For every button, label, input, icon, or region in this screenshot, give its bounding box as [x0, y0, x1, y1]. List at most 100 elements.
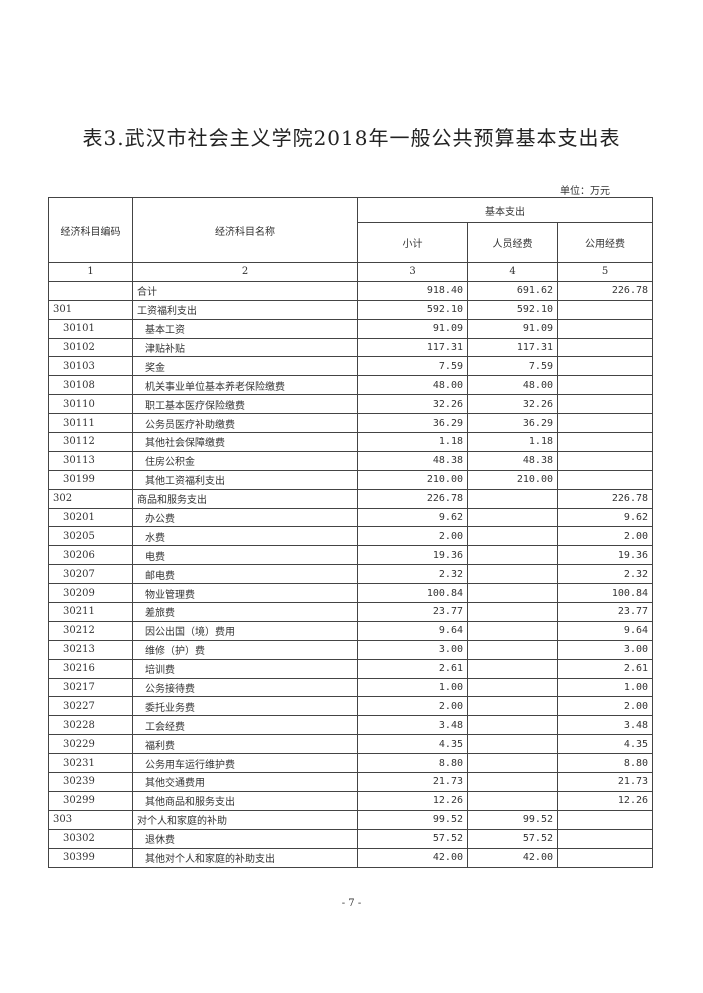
header-index: 5	[556, 262, 654, 282]
table-row: 301 工资福利支出 592.10 592.10	[48, 299, 654, 320]
cell-personnel	[467, 734, 558, 755]
header-basic: 基本支出	[356, 197, 654, 223]
cell-subtotal: 21.73	[357, 772, 468, 792]
cell-name: 公务用车运行维护费	[132, 753, 358, 774]
cell-code: 30212	[48, 620, 133, 641]
cell-public: 12.26	[556, 790, 654, 811]
cell-personnel	[467, 564, 558, 585]
cell-subtotal: 2.32	[357, 564, 468, 585]
cell-subtotal: 48.38	[357, 450, 468, 471]
table-row: 30206 电费 19.36 19.36	[48, 545, 654, 566]
header-name: 经济科目名称	[132, 197, 358, 263]
table-row: 30229 福利费 4.35 4.35	[48, 734, 654, 755]
total-row: 合计 918.40 691.62 226.78	[48, 280, 654, 301]
cell-name: 办公费	[132, 507, 358, 528]
cell-personnel: 99.52	[467, 809, 558, 830]
cell-public	[556, 413, 654, 434]
cell-public	[556, 828, 654, 849]
cell-personnel: 42.00	[467, 847, 558, 868]
cell-name: 工会经费	[132, 715, 358, 736]
cell-subtotal: 2.00	[357, 696, 468, 717]
cell-subtotal: 32.26	[357, 394, 468, 415]
cell-public	[556, 432, 654, 452]
cell-public: 4.35	[556, 734, 654, 755]
cell-personnel: 1.18	[467, 432, 558, 452]
cell-subtotal: 23.77	[357, 602, 468, 622]
header-code: 经济科目编码	[48, 197, 133, 263]
header-public: 公用经费	[556, 222, 654, 263]
cell-subtotal: 592.10	[357, 299, 468, 320]
cell-subtotal: 117.31	[357, 337, 468, 358]
cell-subtotal: 48.00	[357, 375, 468, 396]
cell-subtotal: 4.35	[357, 734, 468, 755]
cell-code: 30216	[48, 658, 133, 679]
cell-public	[556, 809, 654, 830]
cell-name: 退休费	[132, 828, 358, 849]
cell-personnel	[467, 753, 558, 774]
cell-public: 2.00	[556, 526, 654, 547]
cell-code: 30112	[48, 432, 133, 452]
cell-code: 30201	[48, 507, 133, 528]
header-index: 4	[467, 262, 558, 282]
cell-name: 委托业务费	[132, 696, 358, 717]
cell-personnel	[467, 583, 558, 604]
cell-personnel: 7.59	[467, 356, 558, 377]
cell-public	[556, 337, 654, 358]
cell-name: 邮电费	[132, 564, 358, 585]
cell-public: 19.36	[556, 545, 654, 566]
cell-public	[556, 847, 654, 868]
table-row: 30108 机关事业单位基本养老保险缴费 48.00 48.00	[48, 375, 654, 396]
cell-code: 30110	[48, 394, 133, 415]
total-public: 226.78	[556, 280, 654, 301]
cell-personnel	[467, 696, 558, 717]
cell-subtotal: 9.62	[357, 507, 468, 528]
table-row: 30216 培训费 2.61 2.61	[48, 658, 654, 679]
header-index: 1	[48, 262, 133, 282]
table-row: 30101 基本工资 91.09 91.09	[48, 318, 654, 339]
cell-public: 9.64	[556, 620, 654, 641]
cell-personnel	[467, 639, 558, 660]
cell-subtotal: 2.61	[357, 658, 468, 679]
cell-personnel	[467, 545, 558, 566]
cell-public: 2.00	[556, 696, 654, 717]
cell-name: 公务接待费	[132, 677, 358, 698]
table-row: 30211 差旅费 23.77 23.77	[48, 602, 654, 622]
cell-subtotal: 19.36	[357, 545, 468, 566]
total-subtotal: 918.40	[357, 280, 468, 301]
table-row: 303 对个人和家庭的补助 99.52 99.52	[48, 809, 654, 830]
cell-code: 301	[48, 299, 133, 320]
table-row: 30199 其他工资福利支出 210.00 210.00	[48, 469, 654, 490]
table-row: 30239 其他交通费用 21.73 21.73	[48, 772, 654, 792]
cell-public	[556, 318, 654, 339]
cell-personnel	[467, 620, 558, 641]
table-row: 30111 公务员医疗补助缴费 36.29 36.29	[48, 413, 654, 434]
header-index: 2	[132, 262, 358, 282]
cell-subtotal: 99.52	[357, 809, 468, 830]
table-row: 30205 水费 2.00 2.00	[48, 526, 654, 547]
cell-name: 其他对个人和家庭的补助支出	[132, 847, 358, 868]
total-personnel: 691.62	[467, 280, 558, 301]
table-row: 302 商品和服务支出 226.78 226.78	[48, 488, 654, 509]
table-row: 30212 因公出国（境）费用 9.64 9.64	[48, 620, 654, 641]
budget-table: 经济科目编码 经济科目名称 基本支出 小计 人员经费 公用经费 1 2 3 4 …	[48, 197, 654, 868]
cell-public: 226.78	[556, 488, 654, 509]
cell-public: 1.00	[556, 677, 654, 698]
cell-personnel	[467, 772, 558, 792]
page-number: - 7 -	[341, 898, 362, 909]
cell-personnel: 48.38	[467, 450, 558, 471]
cell-personnel: 57.52	[467, 828, 558, 849]
cell-subtotal: 9.64	[357, 620, 468, 641]
cell-public: 2.32	[556, 564, 654, 585]
header-subtotal: 小计	[357, 222, 468, 263]
cell-personnel	[467, 602, 558, 622]
cell-personnel	[467, 790, 558, 811]
cell-personnel: 91.09	[467, 318, 558, 339]
cell-personnel: 117.31	[467, 337, 558, 358]
cell-personnel	[467, 677, 558, 698]
table-row: 30110 职工基本医疗保险缴费 32.26 32.26	[48, 394, 654, 415]
table-row: 30399 其他对个人和家庭的补助支出 42.00 42.00	[48, 847, 654, 868]
cell-name: 差旅费	[132, 602, 358, 622]
unit-label: 单位：万元	[560, 186, 610, 197]
cell-name: 维修（护）费	[132, 639, 358, 660]
cell-name: 住房公积金	[132, 450, 358, 471]
